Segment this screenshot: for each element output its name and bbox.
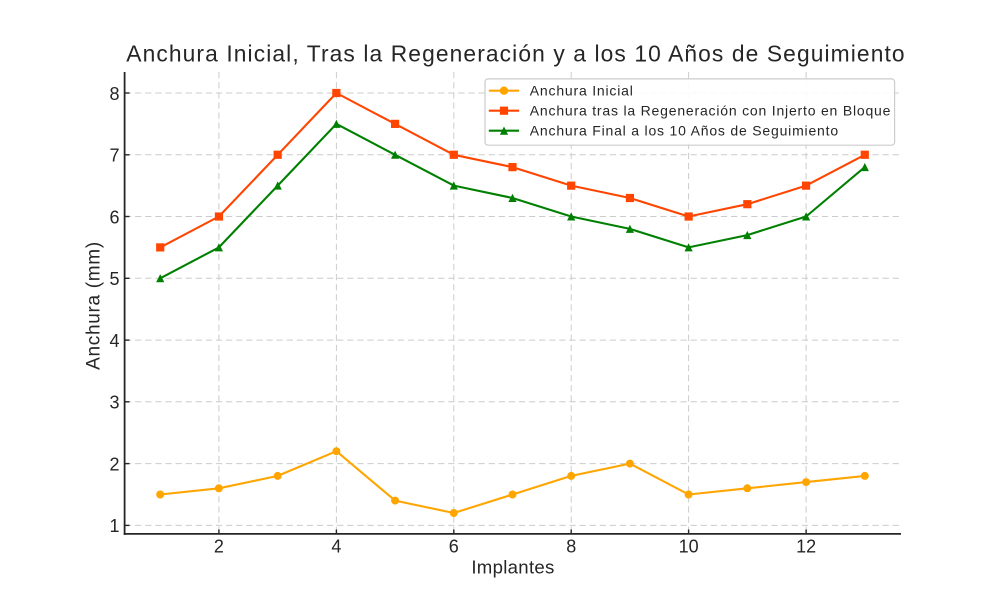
svg-text:2: 2: [109, 454, 119, 474]
svg-text:Anchura (mm): Anchura (mm): [84, 241, 105, 370]
svg-text:Anchura Inicial: Anchura Inicial: [530, 82, 634, 98]
svg-text:Anchura Inicial, Tras la Regen: Anchura Inicial, Tras la Regeneración y …: [126, 40, 905, 66]
svg-text:1: 1: [109, 516, 119, 536]
svg-text:4: 4: [331, 536, 341, 556]
svg-text:5: 5: [109, 269, 119, 289]
svg-text:Anchura tras la Regeneración c: Anchura tras la Regeneración con Injerto…: [530, 102, 891, 118]
svg-text:6: 6: [109, 207, 119, 227]
svg-text:2: 2: [214, 536, 224, 556]
svg-text:Anchura Final a los 10 Años de: Anchura Final a los 10 Años de Seguimien…: [530, 122, 839, 138]
svg-text:10: 10: [679, 536, 699, 556]
svg-text:Implantes: Implantes: [471, 557, 554, 578]
svg-text:6: 6: [449, 536, 459, 556]
svg-text:8: 8: [566, 536, 576, 556]
svg-text:12: 12: [796, 536, 816, 556]
svg-text:8: 8: [109, 84, 119, 104]
svg-text:4: 4: [109, 331, 119, 351]
svg-text:3: 3: [109, 393, 119, 413]
svg-text:7: 7: [109, 146, 119, 166]
